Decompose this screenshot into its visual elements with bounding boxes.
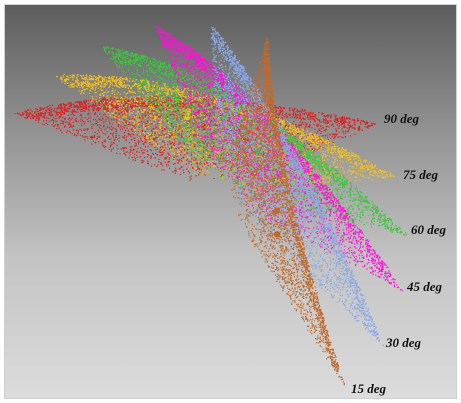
label-45-deg: 45 deg [407,279,443,294]
label-75-deg: 75 deg [403,167,439,182]
label-30-deg: 30 deg [386,335,422,350]
fan-15-deg [228,37,345,386]
render-viewport: 90 deg 75 deg 60 deg 45 deg 30 deg 15 de… [4,4,457,399]
fan-75-deg-marker [185,108,192,115]
point-cloud-scene [14,25,407,386]
fan-15-deg-marker [273,207,280,214]
label-90-deg: 90 deg [384,111,420,126]
fan-15-deg-marker [273,231,281,238]
label-60-deg: 60 deg [411,222,447,237]
label-15-deg: 15 deg [351,381,387,396]
fan-30-deg [210,26,385,347]
